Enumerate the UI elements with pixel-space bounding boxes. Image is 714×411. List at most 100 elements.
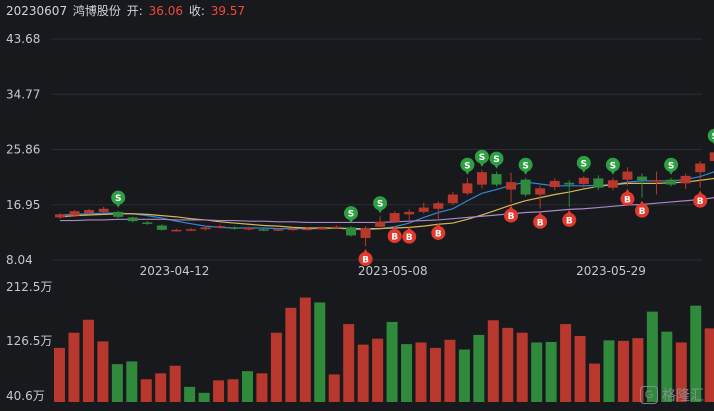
- candle-body: [535, 188, 546, 195]
- candle: [200, 226, 211, 231]
- candle: [185, 228, 196, 232]
- sell-signal-icon: S: [576, 155, 591, 173]
- volume-bar: [357, 344, 369, 402]
- volume-bar: [97, 341, 109, 402]
- candle: [316, 226, 327, 230]
- candle: [244, 226, 255, 231]
- volume-bar: [299, 297, 311, 402]
- sell-signal-badge: [707, 128, 714, 143]
- candle: [229, 226, 240, 230]
- candle-body: [564, 182, 575, 185]
- watermark-text: 格隆汇: [662, 388, 704, 404]
- candle: [258, 228, 269, 232]
- volume-bar: [241, 371, 253, 402]
- candle-body: [113, 211, 124, 217]
- candle: [142, 221, 153, 225]
- buy-signal-icon: B: [635, 200, 649, 218]
- candle: [171, 228, 182, 232]
- candle-body: [709, 152, 714, 162]
- candle-body: [287, 228, 298, 231]
- volume-bar: [256, 373, 268, 402]
- candle-body: [680, 175, 691, 184]
- volume-bar: [690, 305, 702, 402]
- candle-body: [156, 225, 167, 230]
- candle: [564, 180, 575, 207]
- buy-signal-badge: [431, 225, 446, 240]
- volume-bar: [502, 327, 514, 402]
- volume-bar: [531, 342, 543, 402]
- volume-bar: [328, 374, 340, 402]
- buy-signal-icon: B: [431, 222, 446, 240]
- candle-body: [346, 227, 356, 236]
- sell-signal-letter: S: [522, 161, 528, 171]
- candle-body: [607, 180, 618, 188]
- date-tick-label: 2023-04-12: [140, 264, 210, 278]
- ma-line-ma30: [60, 197, 714, 224]
- buy-signal-badge: [562, 212, 577, 227]
- volume-bar: [603, 340, 615, 402]
- buy-signal-letter: B: [362, 255, 369, 265]
- buy-signal-letter: B: [406, 233, 413, 243]
- volume-bar: [589, 363, 601, 402]
- sell-signal-badge: [460, 157, 475, 172]
- volume-bar: [111, 364, 123, 402]
- sell-signal-badge: [576, 155, 591, 170]
- buy-signal-letter: B: [697, 197, 704, 207]
- sell-signal-badge: [474, 149, 489, 164]
- candle-body: [258, 229, 269, 231]
- sell-signal-icon: S: [518, 157, 533, 175]
- ma-line-ma5: [59, 171, 714, 231]
- volume-bar: [343, 324, 355, 402]
- candle-body: [462, 183, 473, 194]
- sell-signal-badge: [605, 157, 620, 172]
- candle-body: [360, 228, 371, 238]
- candle-body: [375, 221, 386, 227]
- sell-signal-icon: S: [344, 206, 358, 224]
- volume-bar: [560, 324, 572, 402]
- volume-bar: [314, 302, 326, 402]
- candle: [84, 208, 95, 215]
- buy-signal-badge: [635, 203, 649, 218]
- buy-signal-letter: B: [391, 233, 398, 243]
- candle: [680, 173, 691, 189]
- header-stock-name: 鸿博股份: [72, 4, 121, 18]
- price-grid: [52, 38, 702, 261]
- candle: [491, 171, 502, 187]
- candle: [287, 227, 298, 232]
- buy-signal-letter: B: [639, 207, 646, 217]
- buy-signal-letter: B: [537, 218, 544, 228]
- volume-bar: [458, 349, 470, 402]
- volume-tick-label: 40.6万: [6, 389, 45, 403]
- buy-signal-icon: B: [693, 190, 708, 208]
- candle-body: [433, 203, 444, 209]
- candle: [55, 213, 65, 219]
- volume-bar: [473, 334, 485, 402]
- volume-bar: [169, 365, 181, 402]
- volume-tick-label: 126.5万: [6, 334, 52, 348]
- ma-line-ma10: [59, 177, 714, 230]
- candle-body: [142, 222, 153, 224]
- volume-bar: [82, 319, 94, 402]
- candle: [651, 171, 662, 195]
- header-close-value: 39.57: [210, 4, 246, 18]
- volume-bar: [415, 342, 427, 402]
- candle-body: [491, 174, 502, 185]
- volume-tick-label: 212.5万: [6, 280, 52, 294]
- sell-signal-icon: S: [460, 157, 475, 175]
- candle-body: [171, 229, 182, 232]
- price-tick-label: 16.95: [6, 198, 40, 212]
- buy-signal-icon: B: [504, 205, 519, 223]
- buy-signal-icon: B: [387, 226, 402, 244]
- volume-bar: [632, 338, 644, 402]
- candle-body: [185, 229, 196, 231]
- buy-signal-badge: [402, 229, 417, 244]
- volume-bar: [126, 361, 138, 402]
- volume-bar: [140, 379, 152, 402]
- price-tick-label: 43.68: [6, 32, 40, 46]
- sell-signal-letter: S: [348, 210, 354, 220]
- candle: [113, 210, 124, 219]
- volume-bar: [270, 332, 282, 402]
- candle: [462, 177, 473, 196]
- candle: [593, 175, 604, 191]
